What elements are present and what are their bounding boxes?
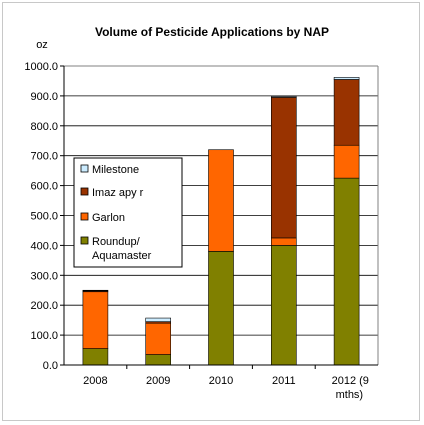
axes: 0.0 100.0 200.0 300.0 400.0 500.0 600.0 700.0 80…	[24, 61, 379, 401]
legend-label: Garlon	[92, 212, 125, 224]
y-tick-label: 1000.0	[24, 61, 58, 73]
y-tick-label: 200.0	[30, 300, 58, 312]
x-tick-label: mths)	[336, 389, 364, 401]
bar-segment	[208, 251, 234, 366]
bar-segment	[82, 289, 109, 292]
legend-label: Imaz apy r	[92, 187, 144, 199]
y-tick-label: 900.0	[30, 91, 58, 103]
y-tick-label: 0.0	[43, 360, 58, 372]
y-axis-label: oz	[36, 39, 48, 51]
bar-segment	[145, 354, 171, 366]
bar-segment	[208, 149, 234, 252]
bar-segment	[270, 237, 297, 246]
bar-segment	[333, 77, 360, 80]
x-tick-label: 2010	[209, 375, 233, 387]
y-tick-label: 800.0	[30, 121, 58, 133]
legend-label: Roundup/	[92, 236, 141, 248]
bar-segment	[82, 291, 109, 349]
legend-swatch	[80, 212, 89, 221]
y-tick-label: 700.0	[30, 151, 58, 163]
y-tick-label: 600.0	[30, 181, 58, 193]
bar-segment	[145, 322, 171, 355]
y-tick-label: 500.0	[30, 211, 58, 223]
legend-swatch	[80, 236, 89, 245]
x-tick-label: 2009	[146, 375, 170, 387]
legend-box	[73, 157, 183, 268]
bar-segment	[82, 348, 109, 366]
bar-segment	[145, 317, 171, 322]
legend: Milestone Imaz apy r Garlon Roundup/Aquamas…	[73, 157, 183, 268]
bar-segment	[270, 245, 297, 366]
x-tick-label: 2011	[272, 375, 296, 387]
legend-swatch	[80, 187, 89, 196]
bars	[82, 77, 360, 366]
legend-label: Milestone	[92, 164, 139, 176]
x-tick-label: 2012 (9	[332, 375, 369, 387]
x-tick-label: 2008	[83, 375, 107, 387]
y-tick-label: 400.0	[30, 240, 58, 252]
chart-title: Volume of Pesticide Applications by NAP	[95, 25, 329, 39]
legend-label: Aquamaster	[92, 250, 152, 262]
bar-segment	[270, 96, 297, 98]
y-tick-label: 300.0	[30, 270, 58, 282]
bar-segment	[270, 97, 297, 239]
bar-segment	[333, 177, 360, 366]
legend-swatch	[80, 164, 89, 173]
bar-segment	[333, 144, 360, 179]
y-tick-label: 100.0	[30, 330, 58, 342]
bar-segment	[333, 79, 360, 146]
